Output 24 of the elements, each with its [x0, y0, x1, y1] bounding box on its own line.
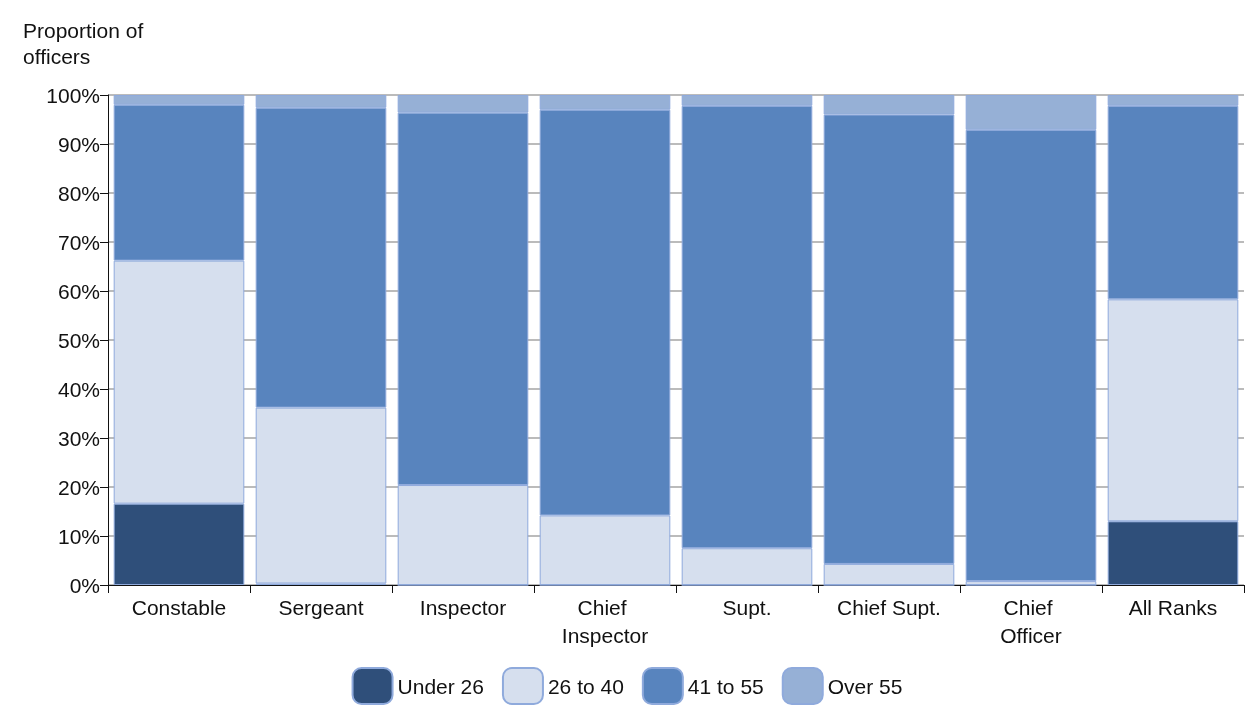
y-tick-label: 30%	[57, 426, 100, 450]
legend-label: 41 to 55	[687, 674, 764, 698]
legend-label: 26 to 40	[547, 674, 624, 698]
x-tick-label: Chief Supt.	[837, 595, 941, 619]
y-tick-label: 100%	[46, 83, 100, 107]
x-tick-label: All Ranks	[1128, 595, 1218, 619]
y-tick-label: 10%	[57, 524, 100, 548]
y-tick-label: 60%	[57, 279, 100, 303]
x-tick-label: Supt.	[722, 595, 772, 619]
legend-label: Over 55	[827, 674, 903, 698]
x-tick-label: Sergeant	[278, 595, 364, 619]
y-tick-label: 0%	[69, 573, 100, 597]
y-tick-label: 40%	[57, 377, 100, 401]
y-axis-title: Proportion of officers	[23, 18, 150, 68]
x-tick-label: Chief Inspector	[561, 595, 649, 647]
y-tick-label: 70%	[57, 230, 100, 254]
y-tick-label: 50%	[57, 328, 100, 352]
x-tick-label: Constable	[131, 595, 227, 619]
x-tick-label: Inspector	[419, 595, 507, 619]
y-tick-label: 80%	[57, 181, 100, 205]
y-tick-label: 90%	[57, 132, 100, 156]
legend-label: Under 26	[397, 674, 484, 698]
y-tick-label: 20%	[57, 475, 100, 499]
x-tick-label: Chief Officer	[1000, 595, 1062, 647]
